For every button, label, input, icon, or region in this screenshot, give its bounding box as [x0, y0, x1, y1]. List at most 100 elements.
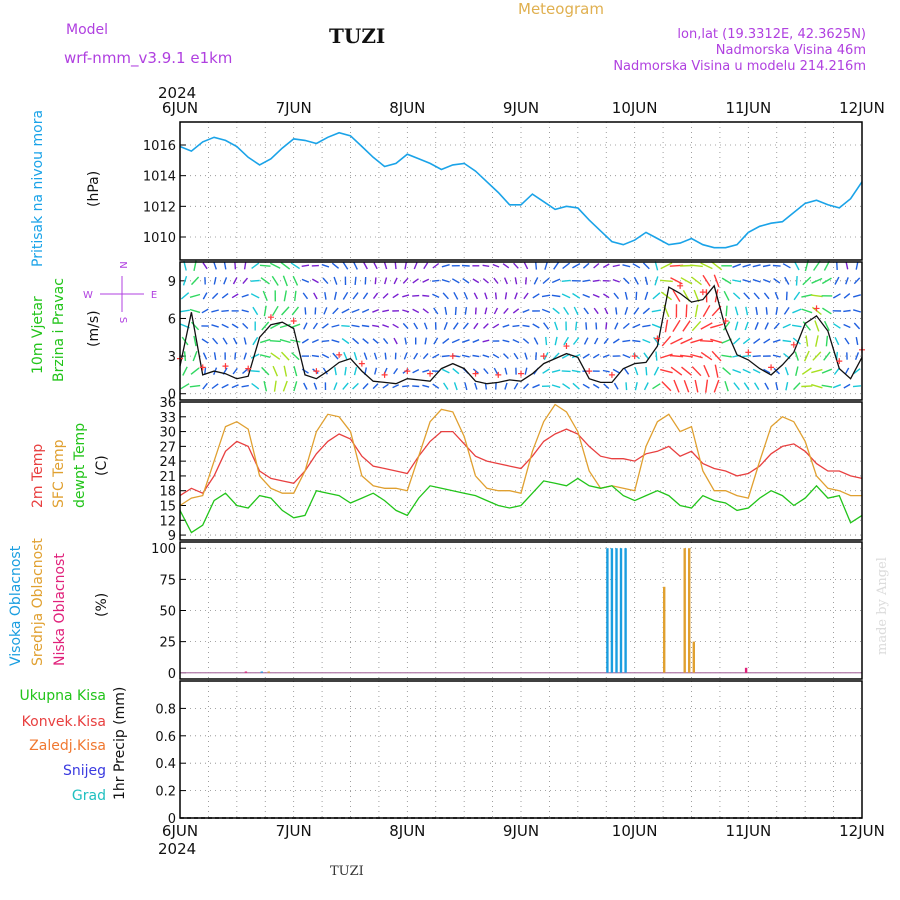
- wind-vector-arrow: [721, 354, 732, 358]
- wind-vector-arrow: [474, 307, 477, 315]
- wind-vector-arrow: [742, 263, 751, 268]
- wind-vector-arrow: [563, 306, 570, 315]
- wind-vector-arrow: [660, 262, 673, 270]
- wind-vector-arrow: [622, 264, 631, 268]
- wind-vector-arrow: [522, 324, 530, 328]
- wind-vector-arrow: [605, 322, 608, 330]
- legend-ukupna: Ukupna Kisa: [19, 688, 106, 704]
- wind-vector-arrow: [773, 367, 780, 375]
- wind-vector-arrow: [260, 354, 271, 358]
- wind-vector-arrow: [293, 381, 298, 392]
- clouds-ytick-label: 75: [159, 573, 176, 588]
- cloud-bar: [744, 667, 748, 673]
- pressure-unit: (hPa): [86, 171, 102, 207]
- wind-vector-arrow: [513, 262, 519, 269]
- wind-vector-arrow: [384, 352, 387, 360]
- wind-vector-arrow: [681, 366, 692, 376]
- wind-vector-arrow: [622, 322, 630, 330]
- legend-grad: Grad: [72, 788, 106, 804]
- wind-vector-arrow: [374, 277, 377, 285]
- wind-vector-arrow: [422, 384, 430, 388]
- wind-vector-arrow: [732, 263, 742, 268]
- wind-vector-arrow: [783, 307, 790, 315]
- wind-vector-arrow: [432, 293, 440, 299]
- wind-vector-arrow: [773, 278, 781, 284]
- wind-vector-arrow: [231, 384, 239, 389]
- wind-vector-arrow: [784, 366, 789, 376]
- wind-vector-arrow: [710, 323, 724, 329]
- wind-vector-arrow: [661, 381, 672, 392]
- wind-vector-arrow: [271, 305, 279, 317]
- wind-vector-arrow: [562, 383, 571, 390]
- wind-vector-arrow: [250, 279, 260, 282]
- wind-vector-arrow: [685, 304, 688, 318]
- wind-vector-arrow: [843, 309, 851, 313]
- wind-ytick-label: 9: [168, 275, 176, 290]
- wind-vector-arrow: [561, 293, 571, 299]
- wind-vector-arrow: [795, 276, 798, 286]
- wind-vector-arrow: [742, 368, 751, 374]
- meteogram-title: Meteogram: [518, 0, 604, 18]
- wind-vector-arrow: [271, 275, 279, 286]
- wind-vector-arrow: [622, 353, 631, 359]
- wind-vector-arrow: [412, 308, 420, 314]
- wind-vector-arrow: [821, 277, 832, 285]
- wind-vector-arrow: [723, 290, 730, 301]
- top-xtick-label: 6JUN: [162, 99, 198, 117]
- wind-vector-arrow: [551, 384, 561, 389]
- wind-vector-arrow: [613, 292, 620, 300]
- wind-vector-arrow: [363, 262, 368, 270]
- wind-vector-arrow: [561, 279, 571, 282]
- wind-vector-arrow: [742, 337, 751, 345]
- footer-station: TUZI: [330, 864, 364, 879]
- wind-gust-marker: [745, 349, 752, 356]
- wind-vector-arrow: [602, 263, 610, 269]
- wind-vector-arrow: [734, 306, 739, 316]
- wind-vector-arrow: [412, 278, 419, 284]
- wind-vector-arrow: [690, 264, 703, 268]
- precip-ytick-label: 0.2: [155, 785, 176, 800]
- wind-vector-arrow: [361, 324, 370, 328]
- wind-vector-arrow: [354, 276, 357, 285]
- wind-vector-arrow: [575, 321, 578, 331]
- wind-vector-arrow: [202, 292, 208, 300]
- wind-vector-arrow: [553, 261, 560, 270]
- wind-vector-arrow: [283, 365, 288, 377]
- cloud-ylabel-mid: Srednja Oblacnost: [30, 538, 46, 666]
- wind-vector-arrow: [752, 278, 761, 283]
- wind-vector-arrow: [654, 276, 659, 286]
- wind-gust-marker: [586, 368, 593, 375]
- temperature-frame: [179, 401, 863, 541]
- wind-vector-arrow: [603, 293, 610, 299]
- wind-vector-arrow: [269, 340, 281, 343]
- wind-vector-arrow: [561, 370, 571, 373]
- wind-vector-arrow: [743, 382, 750, 391]
- wind-vector-arrow: [202, 262, 208, 270]
- wind-vector-arrow: [424, 337, 427, 345]
- wind-vector-arrow: [572, 337, 580, 345]
- bottom-xtick-label: 6JUN: [162, 822, 198, 840]
- wind-vector-arrow: [311, 354, 319, 358]
- wind-vector-arrow: [802, 321, 811, 331]
- wind-vector-arrow: [241, 384, 249, 388]
- wind-vector-arrow: [812, 351, 822, 361]
- wind-gust-marker: [790, 341, 797, 348]
- wind-vector-arrow: [504, 382, 508, 390]
- cloud-bar: [244, 671, 248, 673]
- wind-vector-arrow: [651, 323, 661, 329]
- wind-vector-arrow: [661, 335, 672, 347]
- wind-vector-arrow: [615, 307, 618, 315]
- wind-vector-arrow: [503, 277, 508, 285]
- wind-vector-arrow: [533, 277, 539, 285]
- temp2m-series-line: [179, 428, 863, 497]
- wind-vector-arrow: [422, 369, 430, 373]
- wind-vector-arrow: [625, 382, 628, 391]
- wind-vector-arrow: [182, 366, 188, 376]
- wind-vector-arrow: [832, 384, 842, 389]
- compass-west: W: [83, 290, 93, 301]
- wind-vector-arrow: [290, 339, 301, 343]
- wind-vector-arrow: [232, 277, 238, 285]
- wind-vector-arrow: [602, 354, 610, 358]
- wind-vector-arrow: [382, 383, 389, 389]
- wind-vector-arrow: [221, 383, 229, 389]
